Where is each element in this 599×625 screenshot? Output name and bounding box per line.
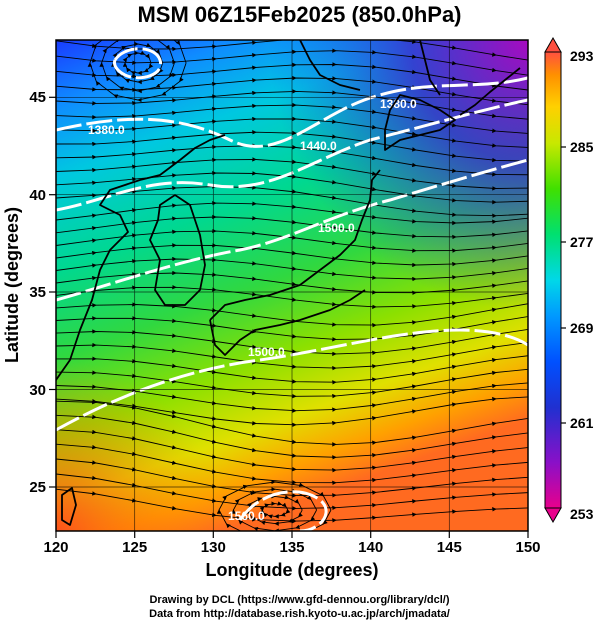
x-axis: 120 125 130 135 140 145 150 Longitude (d… [43, 531, 541, 580]
contour-label: 1500.0 [248, 345, 285, 359]
y-tick-label: 40 [29, 187, 46, 204]
y-tick-label: 30 [29, 382, 46, 399]
contour-label: 1560.0 [228, 509, 265, 523]
y-axis: 25 30 35 40 45 Latitude (degrees) [2, 89, 56, 496]
x-tick-label: 130 [201, 539, 226, 556]
x-axis-title: Longitude (degrees) [205, 560, 378, 580]
colorbar-label: 253 [570, 506, 594, 522]
x-tick-label: 120 [43, 539, 68, 556]
x-tick-label: 150 [515, 539, 540, 556]
y-axis-title: Latitude (degrees) [2, 207, 22, 363]
colorbar-label: 293 [570, 48, 594, 64]
colorbar-label: 277 [570, 234, 594, 250]
contour-label: 1380.0 [88, 123, 125, 137]
colorbar-label: 269 [570, 320, 594, 336]
streamline [87, 40, 187, 103]
y-tick-label: 25 [29, 479, 46, 496]
y-tick-label: 35 [29, 284, 46, 301]
y-tick-label: 45 [29, 89, 46, 106]
colorbar: 293 285 277 269 261 253 [544, 36, 594, 524]
contour-label: 1380.0 [380, 97, 417, 111]
contour-label: 1440.0 [300, 139, 337, 153]
x-tick-label: 145 [437, 539, 462, 556]
x-tick-label: 140 [358, 539, 383, 556]
contour-labels: 1380.0 1380.0 1440.0 1500.0 1500.0 1560.… [88, 97, 417, 523]
x-tick-label: 135 [279, 539, 304, 556]
colorbar-label: 261 [570, 415, 594, 431]
colorbar-label: 285 [570, 139, 594, 155]
map-title: MSM 06Z15Feb2025 (850.0hPa) [137, 2, 462, 27]
streamline [216, 479, 332, 531]
credit-data-source: Data from http://database.rish.kyoto-u.a… [149, 608, 450, 620]
colorbar-min-arrow [544, 507, 562, 524]
grid-lines [56, 40, 528, 531]
contour-label: 1500.0 [318, 221, 355, 235]
credit-drawing: Drawing by DCL (https://www.gfd-dennou.o… [149, 594, 450, 606]
x-tick-label: 125 [122, 539, 147, 556]
colorbar-max-arrow [544, 36, 562, 53]
coastlines [56, 40, 521, 526]
